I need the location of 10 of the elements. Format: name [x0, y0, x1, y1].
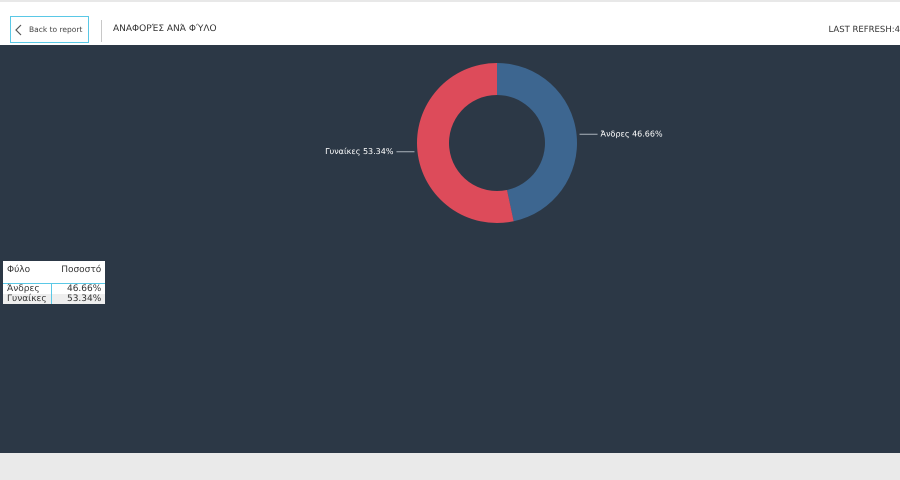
- text: Άνδρες: [3, 284, 52, 294]
- slice-label: Γυναίκες 53.34%: [325, 146, 394, 156]
- text: 46.66%: [51, 284, 106, 294]
- text: Ποσοστό: [51, 261, 106, 284]
- text: Γυναίκες: [3, 294, 52, 304]
- text: Φύλο: [3, 261, 52, 284]
- text: 53.34%: [51, 294, 106, 304]
- slice-label: Άνδρες 46.66%: [600, 129, 663, 138]
- text: ΑΝΑΦΟΡΈΣ ΑΝΆ ΦΎΛΟ: [113, 24, 217, 34]
- text: LAST REFRESH:4: [828, 25, 900, 35]
